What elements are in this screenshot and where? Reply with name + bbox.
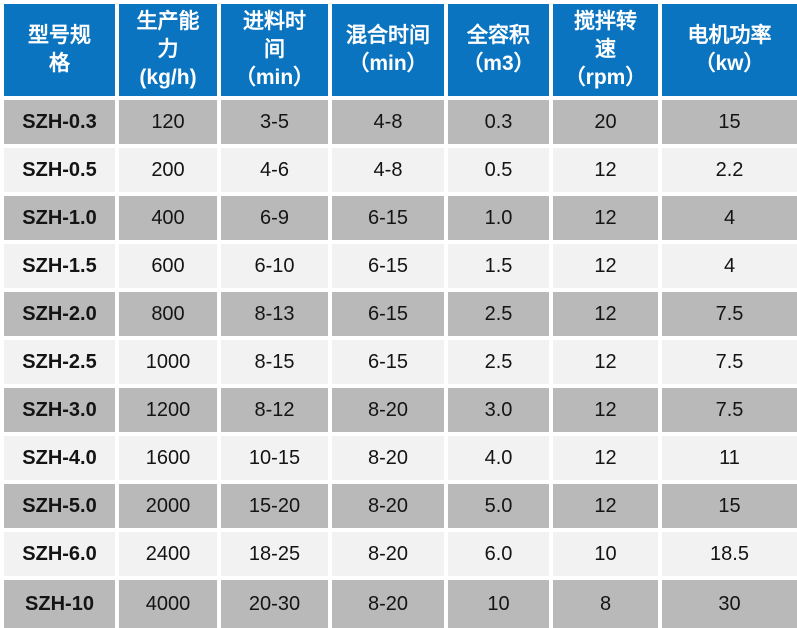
table-row: SZH-10 4000 20-30 8-20 10 8 30 [4, 580, 797, 628]
cell-motor-power: 7.5 [662, 388, 797, 432]
cell-model: SZH-2.5 [4, 340, 115, 384]
cell-stirring-speed: 12 [553, 388, 658, 432]
cell-capacity: 2000 [119, 484, 217, 528]
cell-feeding-time: 8-12 [221, 388, 328, 432]
cell-mixing-time: 8-20 [332, 532, 444, 576]
cell-motor-power: 15 [662, 484, 797, 528]
cell-feeding-time: 15-20 [221, 484, 328, 528]
table-row: SZH-4.0 1600 10-15 8-20 4.0 12 11 [4, 436, 797, 480]
cell-mixing-time: 8-20 [332, 436, 444, 480]
cell-mixing-time: 6-15 [332, 244, 444, 288]
column-header-mixing-time: 混合时间 （min） [332, 4, 444, 96]
cell-model: SZH-1.5 [4, 244, 115, 288]
cell-mixing-time: 4-8 [332, 100, 444, 144]
cell-feeding-time: 8-13 [221, 292, 328, 336]
cell-mixing-time: 8-20 [332, 388, 444, 432]
cell-motor-power: 2.2 [662, 148, 797, 192]
cell-mixing-time: 6-15 [332, 292, 444, 336]
cell-total-volume: 4.0 [448, 436, 549, 480]
cell-total-volume: 0.3 [448, 100, 549, 144]
cell-mixing-time: 6-15 [332, 196, 444, 240]
column-header-total-volume: 全容积 （m3） [448, 4, 549, 96]
cell-stirring-speed: 12 [553, 196, 658, 240]
cell-capacity: 1600 [119, 436, 217, 480]
cell-capacity: 120 [119, 100, 217, 144]
column-header-capacity: 生产能 力 (kg/h) [119, 4, 217, 96]
cell-stirring-speed: 12 [553, 244, 658, 288]
cell-model: SZH-10 [4, 580, 115, 628]
cell-total-volume: 6.0 [448, 532, 549, 576]
table-row: SZH-0.5 200 4-6 4-8 0.5 12 2.2 [4, 148, 797, 192]
cell-mixing-time: 4-8 [332, 148, 444, 192]
cell-stirring-speed: 10 [553, 532, 658, 576]
cell-motor-power: 7.5 [662, 292, 797, 336]
cell-mixing-time: 8-20 [332, 580, 444, 628]
cell-feeding-time: 6-10 [221, 244, 328, 288]
table-row: SZH-1.0 400 6-9 6-15 1.0 12 4 [4, 196, 797, 240]
cell-stirring-speed: 12 [553, 484, 658, 528]
cell-capacity: 200 [119, 148, 217, 192]
table-row: SZH-6.0 2400 18-25 8-20 6.0 10 18.5 [4, 532, 797, 576]
cell-motor-power: 30 [662, 580, 797, 628]
column-header-model: 型号规 格 [4, 4, 115, 96]
cell-model: SZH-5.0 [4, 484, 115, 528]
cell-capacity: 800 [119, 292, 217, 336]
cell-motor-power: 4 [662, 196, 797, 240]
column-header-stirring-speed: 搅拌转 速 （rpm） [553, 4, 658, 96]
cell-total-volume: 3.0 [448, 388, 549, 432]
cell-total-volume: 2.5 [448, 292, 549, 336]
cell-total-volume: 0.5 [448, 148, 549, 192]
cell-stirring-speed: 12 [553, 436, 658, 480]
cell-model: SZH-2.0 [4, 292, 115, 336]
table-row: SZH-2.0 800 8-13 6-15 2.5 12 7.5 [4, 292, 797, 336]
cell-total-volume: 1.0 [448, 196, 549, 240]
header-row: 型号规 格 生产能 力 (kg/h) 进料时 间 （min） 混合时间 （min… [4, 4, 797, 96]
cell-model: SZH-0.5 [4, 148, 115, 192]
cell-stirring-speed: 12 [553, 148, 658, 192]
cell-stirring-speed: 8 [553, 580, 658, 628]
cell-model: SZH-0.3 [4, 100, 115, 144]
cell-model: SZH-1.0 [4, 196, 115, 240]
table-row: SZH-2.5 1000 8-15 6-15 2.5 12 7.5 [4, 340, 797, 384]
column-header-motor-power: 电机功率 （kw） [662, 4, 797, 96]
cell-capacity: 1200 [119, 388, 217, 432]
cell-model: SZH-6.0 [4, 532, 115, 576]
cell-stirring-speed: 20 [553, 100, 658, 144]
cell-model: SZH-3.0 [4, 388, 115, 432]
cell-motor-power: 18.5 [662, 532, 797, 576]
cell-feeding-time: 4-6 [221, 148, 328, 192]
cell-model: SZH-4.0 [4, 436, 115, 480]
table-row: SZH-3.0 1200 8-12 8-20 3.0 12 7.5 [4, 388, 797, 432]
cell-feeding-time: 3-5 [221, 100, 328, 144]
cell-mixing-time: 6-15 [332, 340, 444, 384]
cell-stirring-speed: 12 [553, 292, 658, 336]
cell-total-volume: 2.5 [448, 340, 549, 384]
cell-total-volume: 5.0 [448, 484, 549, 528]
table-row: SZH-0.3 120 3-5 4-8 0.3 20 15 [4, 100, 797, 144]
cell-motor-power: 15 [662, 100, 797, 144]
cell-motor-power: 4 [662, 244, 797, 288]
cell-feeding-time: 20-30 [221, 580, 328, 628]
cell-total-volume: 10 [448, 580, 549, 628]
cell-motor-power: 7.5 [662, 340, 797, 384]
table-row: SZH-5.0 2000 15-20 8-20 5.0 12 15 [4, 484, 797, 528]
table-row: SZH-1.5 600 6-10 6-15 1.5 12 4 [4, 244, 797, 288]
cell-capacity: 600 [119, 244, 217, 288]
cell-feeding-time: 8-15 [221, 340, 328, 384]
cell-capacity: 2400 [119, 532, 217, 576]
cell-capacity: 400 [119, 196, 217, 240]
cell-feeding-time: 10-15 [221, 436, 328, 480]
column-header-feeding-time: 进料时 间 （min） [221, 4, 328, 96]
cell-feeding-time: 6-9 [221, 196, 328, 240]
cell-feeding-time: 18-25 [221, 532, 328, 576]
cell-motor-power: 11 [662, 436, 797, 480]
cell-mixing-time: 8-20 [332, 484, 444, 528]
cell-capacity: 1000 [119, 340, 217, 384]
cell-capacity: 4000 [119, 580, 217, 628]
cell-total-volume: 1.5 [448, 244, 549, 288]
cell-stirring-speed: 12 [553, 340, 658, 384]
